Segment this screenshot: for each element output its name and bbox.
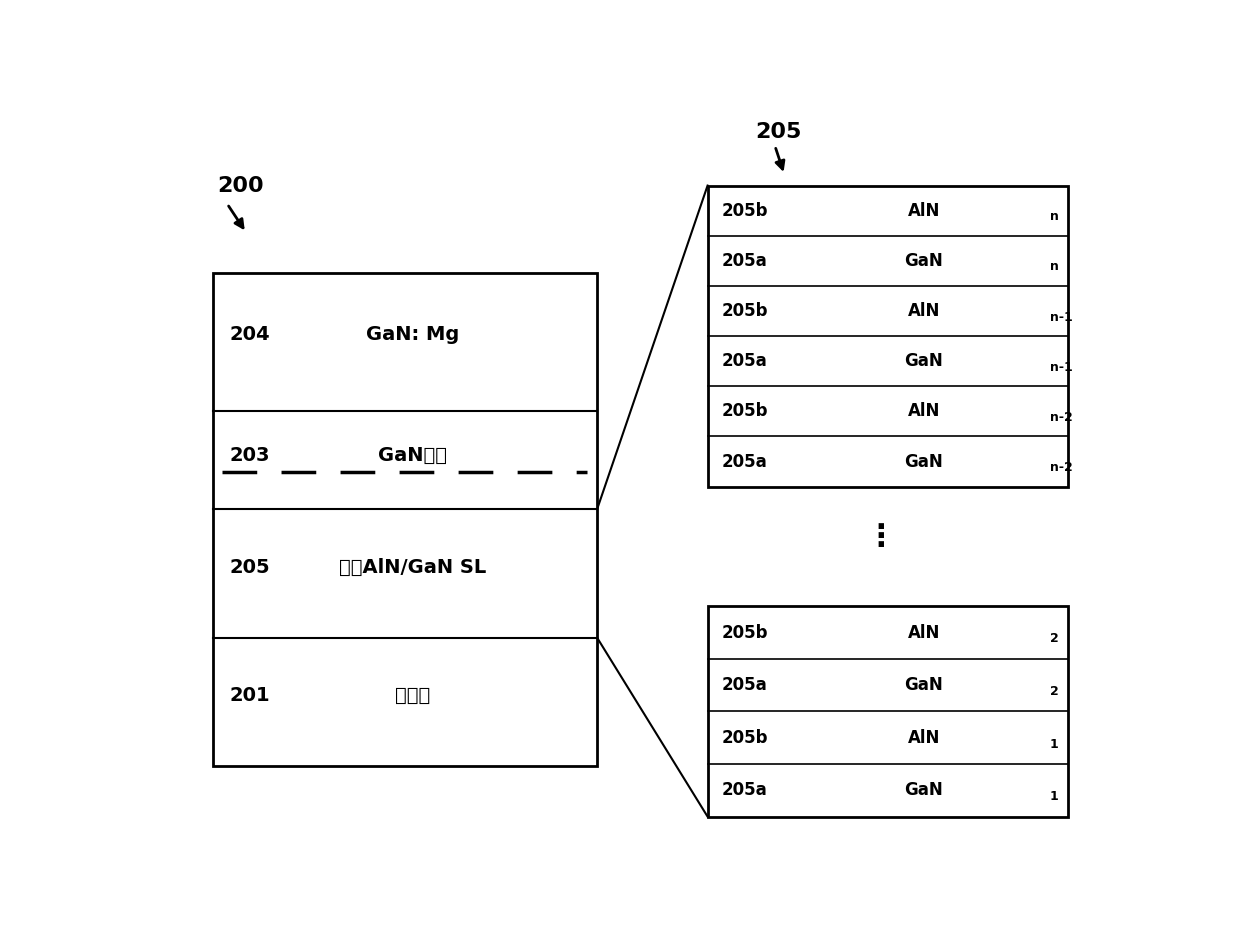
Bar	[708, 607, 1068, 817]
Text: n-2: n-2	[1050, 461, 1073, 474]
Bar	[708, 186, 1068, 487]
Text: GaN沟道: GaN沟道	[378, 446, 448, 464]
Text: 205b: 205b	[722, 402, 769, 420]
Text: 205: 205	[229, 558, 270, 577]
Text: 205: 205	[755, 122, 802, 142]
Text: AlN: AlN	[908, 402, 940, 420]
Text: n-1: n-1	[1050, 311, 1073, 323]
Text: 204: 204	[229, 325, 270, 344]
Text: 200: 200	[217, 176, 264, 197]
Text: 205a: 205a	[722, 352, 768, 370]
Text: 2: 2	[1050, 685, 1059, 698]
Text: GaN: GaN	[904, 676, 944, 694]
Bar	[213, 272, 598, 766]
Text: AlN: AlN	[908, 202, 940, 219]
Text: 2: 2	[1050, 632, 1059, 645]
Text: AlN: AlN	[908, 729, 940, 747]
Text: 1: 1	[1050, 790, 1059, 804]
Text: 205b: 205b	[722, 624, 769, 642]
Text: AlN: AlN	[908, 624, 940, 642]
Text: 205b: 205b	[722, 302, 769, 320]
Text: GaN: GaN	[904, 452, 944, 470]
Text: 数字AlN/GaN SL: 数字AlN/GaN SL	[339, 558, 486, 577]
Text: 1: 1	[1050, 738, 1059, 751]
Text: GaN: GaN	[904, 252, 944, 269]
Text: n: n	[1050, 210, 1059, 223]
Text: 205a: 205a	[722, 252, 768, 269]
Text: 205a: 205a	[722, 781, 768, 800]
Text: 203: 203	[229, 446, 270, 464]
Text: 205a: 205a	[722, 676, 768, 694]
Text: GaN: Mg: GaN: Mg	[366, 325, 459, 344]
Text: 205a: 205a	[722, 452, 768, 470]
Text: n: n	[1050, 260, 1059, 273]
Text: GaN: GaN	[904, 352, 944, 370]
Text: 205b: 205b	[722, 202, 769, 219]
Text: 205b: 205b	[722, 729, 769, 747]
Text: n-2: n-2	[1050, 411, 1073, 424]
Text: n-1: n-1	[1050, 361, 1073, 374]
Text: GaN: GaN	[904, 781, 944, 800]
Text: ⋮: ⋮	[866, 523, 895, 552]
Text: 201: 201	[229, 686, 270, 705]
Text: 缓冲层: 缓冲层	[394, 686, 430, 705]
Text: AlN: AlN	[908, 302, 940, 320]
